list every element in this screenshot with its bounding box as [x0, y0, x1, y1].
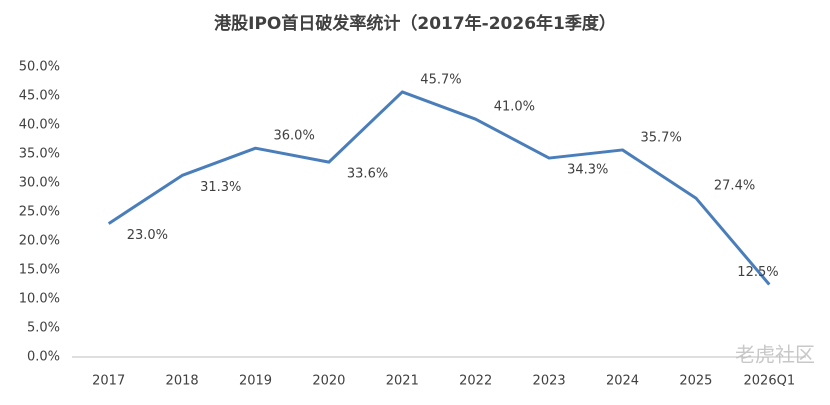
- watermark: 老虎社区: [735, 343, 815, 367]
- x-tick-label: 2019: [239, 374, 272, 389]
- y-tick-label: 0.0%: [27, 350, 60, 365]
- data-label: 12.5%: [737, 265, 778, 280]
- y-tick-label: 10.0%: [19, 292, 60, 307]
- data-label: 36.0%: [274, 129, 315, 144]
- x-tick-label: 2021: [386, 374, 419, 389]
- x-tick-label: 2022: [459, 374, 492, 389]
- y-tick-label: 5.0%: [27, 321, 60, 336]
- data-label: 41.0%: [494, 100, 535, 115]
- data-label: 27.4%: [714, 179, 755, 194]
- data-label: 33.6%: [347, 167, 388, 182]
- y-tick-label: 35.0%: [19, 147, 60, 162]
- y-tick-label: 50.0%: [19, 60, 60, 75]
- x-tick-label: 2018: [166, 374, 199, 389]
- data-label: 45.7%: [420, 72, 461, 87]
- data-label: 31.3%: [200, 180, 241, 195]
- data-label: 34.3%: [567, 163, 608, 178]
- x-tick-label: 2020: [312, 374, 345, 389]
- data-label: 23.0%: [127, 228, 168, 243]
- x-tick-label: 2025: [679, 374, 712, 389]
- x-tick-label: 2023: [533, 374, 566, 389]
- y-tick-label: 40.0%: [19, 118, 60, 133]
- x-tick-label: 2017: [92, 374, 125, 389]
- y-tick-label: 15.0%: [19, 263, 60, 278]
- chart-title: 港股IPO首日破发率统计（2017年-2026年1季度）: [214, 13, 616, 34]
- x-tick-label: 2024: [606, 374, 639, 389]
- y-tick-label: 30.0%: [19, 176, 60, 191]
- y-tick-label: 45.0%: [19, 89, 60, 104]
- y-tick-label: 20.0%: [19, 234, 60, 249]
- x-tick-label: 2026Q1: [744, 374, 796, 389]
- data-line: [107, 90, 771, 286]
- y-tick-label: 25.0%: [19, 205, 60, 220]
- data-label: 35.7%: [641, 130, 682, 145]
